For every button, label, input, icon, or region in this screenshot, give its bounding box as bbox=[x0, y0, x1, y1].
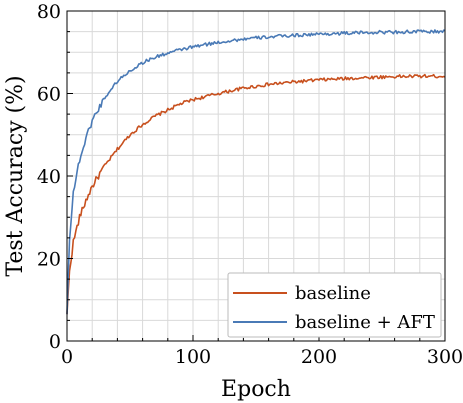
y-tick-label: 0 bbox=[49, 331, 61, 353]
x-tick-label: 100 bbox=[175, 346, 211, 368]
y-tick-labels: 0 20 40 60 80 bbox=[37, 1, 61, 353]
y-tick-label: 20 bbox=[37, 249, 61, 271]
y-axis-label: Test Accuracy (%) bbox=[3, 75, 28, 276]
tick-marks bbox=[66, 10, 446, 342]
legend-entry-baseline: baseline bbox=[295, 283, 371, 304]
x-tick-label: 0 bbox=[61, 346, 73, 368]
y-tick-label: 80 bbox=[37, 1, 61, 23]
x-axis-label: Epoch bbox=[221, 377, 291, 402]
legend-entry-baseline-aft: baseline + AFT bbox=[295, 312, 435, 333]
legend: baseline baseline + AFT bbox=[227, 272, 442, 338]
series-line-1 bbox=[66, 29, 446, 315]
x-tick-labels: 0 100 200 300 bbox=[61, 346, 463, 368]
series-lines bbox=[66, 29, 446, 315]
series-line-0 bbox=[66, 73, 446, 315]
x-tick-label: 300 bbox=[427, 346, 463, 368]
y-tick-label: 60 bbox=[37, 84, 61, 106]
x-tick-label: 200 bbox=[301, 346, 337, 368]
y-tick-label: 40 bbox=[37, 166, 61, 188]
